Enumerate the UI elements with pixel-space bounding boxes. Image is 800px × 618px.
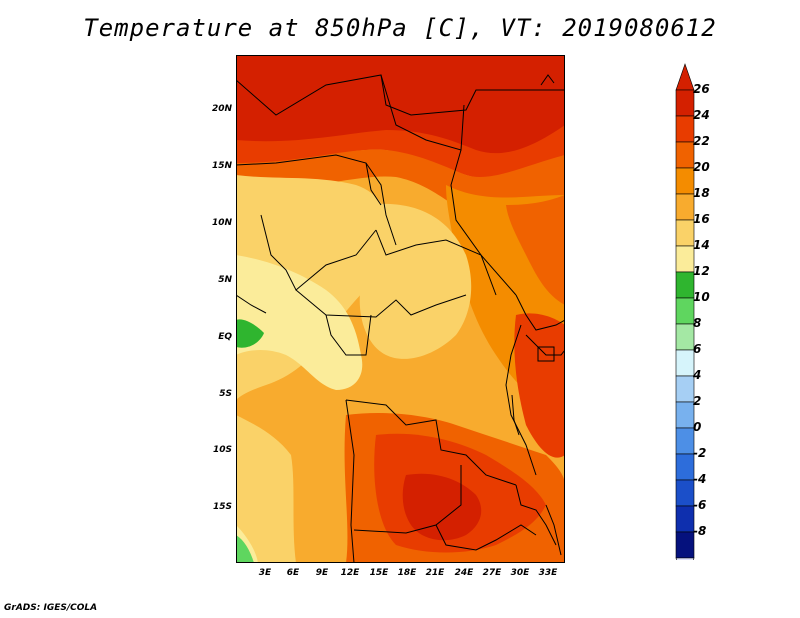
grads-credit: GrADS: IGES/COLA xyxy=(4,603,98,613)
border-mozambique xyxy=(545,504,562,556)
lat-label-20n: 20N xyxy=(211,104,232,114)
colorbar-label: 0 xyxy=(693,420,702,434)
colorbar-label: 16 xyxy=(693,212,710,226)
map-title: Temperature at 850hPa [C], VT: 201908061… xyxy=(83,14,717,42)
colorbar-segment xyxy=(675,531,695,559)
border-sudan-uganda xyxy=(515,294,565,331)
lat-label-15n: 15N xyxy=(211,161,232,171)
colorbar-label: 24 xyxy=(693,108,710,122)
lon-label-12e: 12E xyxy=(340,568,360,578)
colorbar xyxy=(675,63,695,560)
border-angola-drc xyxy=(345,399,517,486)
border-zambia-zimbabwe xyxy=(435,524,537,551)
colorbar-segment xyxy=(675,297,695,325)
border-malawi xyxy=(515,484,557,546)
lat-label-10s: 10S xyxy=(212,445,232,455)
colorbar-label: 12 xyxy=(693,264,710,278)
colorbar-label: 14 xyxy=(693,238,710,252)
field-18-center xyxy=(359,203,472,359)
red-sea-coast xyxy=(540,74,555,86)
colorbar-segment xyxy=(675,479,695,507)
colorbar-segment xyxy=(675,323,695,351)
lat-label-eq: EQ xyxy=(218,332,232,342)
field-24-lakes xyxy=(514,313,565,458)
colorbar-segment xyxy=(675,271,695,299)
field-26-south xyxy=(402,473,482,541)
colorbar-label: 26 xyxy=(693,82,710,96)
border-car xyxy=(375,229,517,296)
colorbar-label: -4 xyxy=(693,472,707,486)
colorbar-label: 20 xyxy=(693,160,710,174)
lake-victoria xyxy=(537,346,555,362)
border-gabon xyxy=(325,314,372,356)
lon-label-18e: 18E xyxy=(397,568,417,578)
lon-label-33e: 33E xyxy=(538,568,558,578)
colorbar-label: 8 xyxy=(693,316,702,330)
lon-label-15e: 15E xyxy=(369,568,389,578)
colorbar-label: 6 xyxy=(693,342,702,356)
colorbar-segment xyxy=(675,245,695,273)
lon-label-3e: 3E xyxy=(258,568,272,578)
border-chad-libya xyxy=(380,74,465,151)
colorbar-segment xyxy=(675,167,695,195)
colorbar-label: -6 xyxy=(693,498,707,512)
colorbar-label: -8 xyxy=(693,524,707,538)
lon-label-24e: 24E xyxy=(454,568,474,578)
colorbar-label: 10 xyxy=(693,290,710,304)
colorbar-label: 22 xyxy=(693,134,710,148)
lat-label-15s: 15S xyxy=(212,502,232,512)
colorbar-label: 18 xyxy=(693,186,710,200)
colorbar-segment xyxy=(675,349,695,377)
colorbar-segment xyxy=(675,193,695,221)
field-26 xyxy=(236,55,565,154)
colorbar-bottom-arrow xyxy=(675,557,695,560)
colorbar-label: -2 xyxy=(693,446,707,460)
lon-label-9e: 9E xyxy=(315,568,329,578)
map-frame xyxy=(236,55,565,563)
lat-label-10n: 10N xyxy=(211,218,232,228)
lon-label-27e: 27E xyxy=(482,568,502,578)
colorbar-segment xyxy=(675,453,695,481)
colorbar-segment xyxy=(675,375,695,403)
border-north xyxy=(236,74,565,116)
colorbar-label: 2 xyxy=(693,394,702,408)
country-borders xyxy=(236,74,565,563)
colorbar-label: 4 xyxy=(693,368,702,382)
colorbar-segment xyxy=(675,89,695,117)
field-12-patch-north xyxy=(236,319,264,348)
map-canvas xyxy=(236,55,565,563)
colorbar-segment xyxy=(675,141,695,169)
border-lake-victoria xyxy=(525,334,565,356)
field-14-west xyxy=(236,255,363,390)
field-22-east xyxy=(506,195,565,305)
lat-label-5n: 5N xyxy=(218,275,232,285)
lon-label-30e: 30E xyxy=(510,568,530,578)
border-lake-chad xyxy=(365,162,382,206)
border-coast-north xyxy=(236,294,267,314)
colorbar-segment xyxy=(675,505,695,533)
lon-label-21e: 21E xyxy=(425,568,445,578)
colorbar-segment xyxy=(675,427,695,455)
colorbar-top-arrow xyxy=(675,63,695,91)
colorbar-segment xyxy=(675,401,695,429)
colorbar-segment xyxy=(675,115,695,143)
lat-label-5s: 5S xyxy=(219,389,232,399)
lake-tanganyika xyxy=(511,394,520,436)
temperature-map xyxy=(236,55,565,563)
field-16-southwest xyxy=(236,415,296,563)
colorbar-segment xyxy=(675,219,695,247)
field-12-patch-south xyxy=(236,535,254,563)
border-chad-sudan xyxy=(450,149,497,296)
border-angola-coast xyxy=(345,399,355,563)
lon-label-6e: 6E xyxy=(286,568,300,578)
border-drc-east xyxy=(505,324,537,476)
